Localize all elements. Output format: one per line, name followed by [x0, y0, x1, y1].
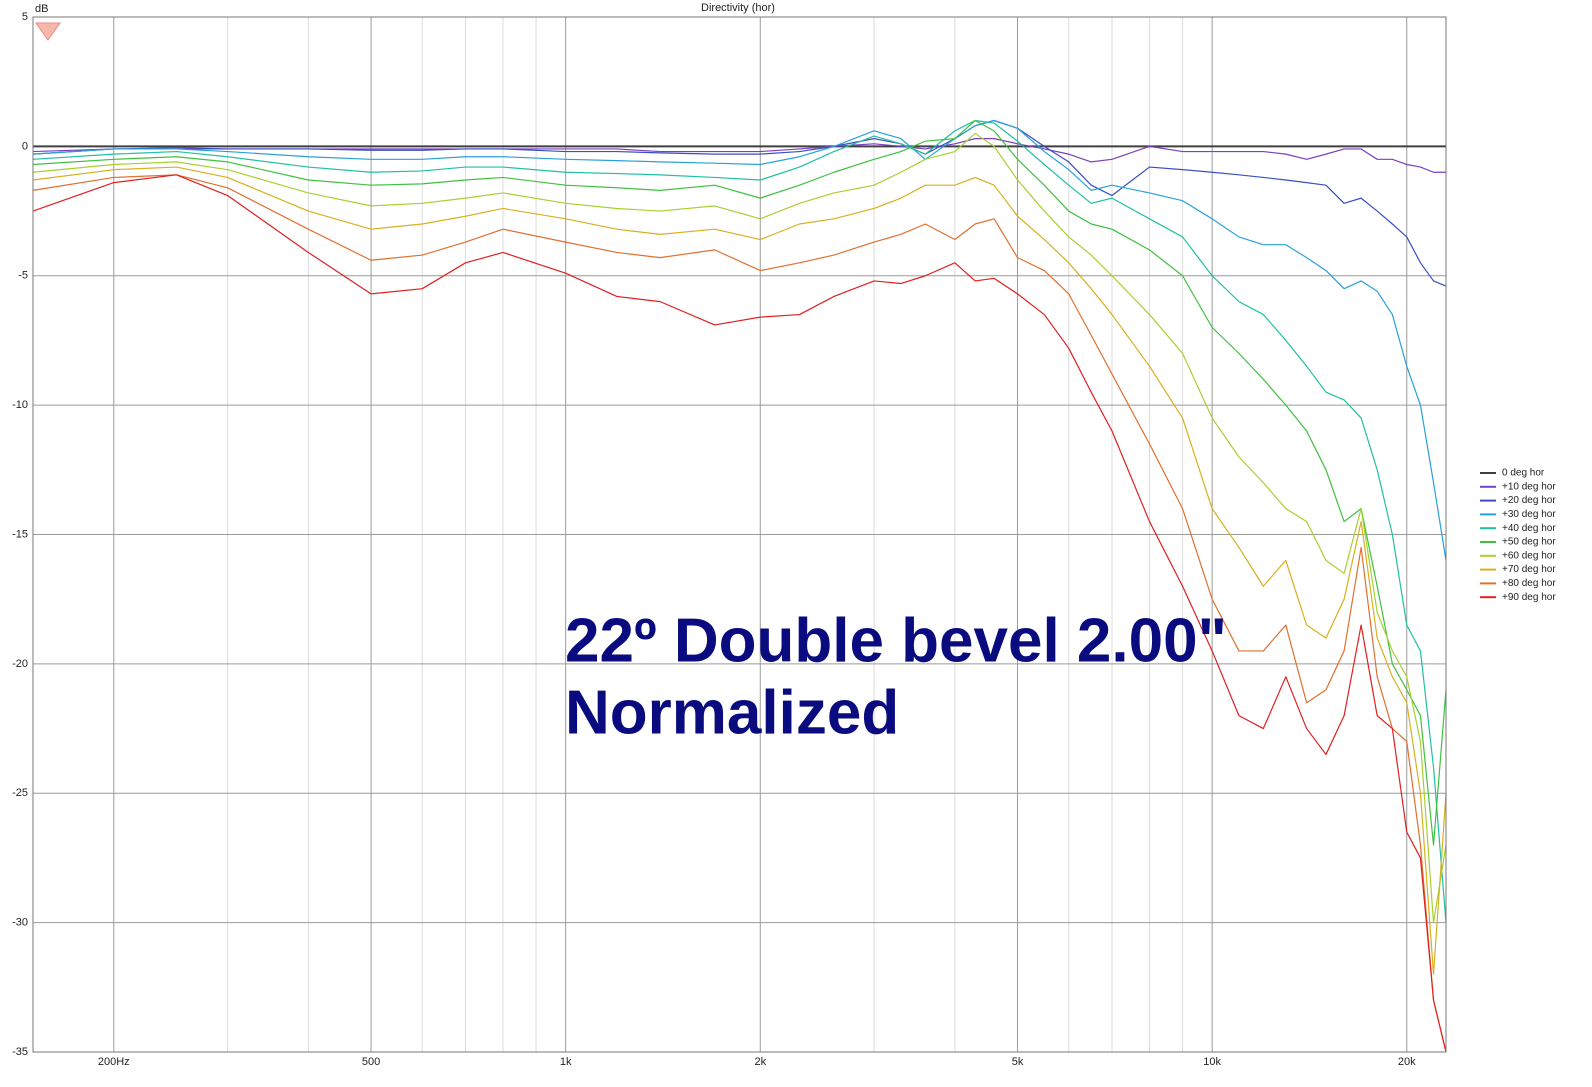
y-tick-label: -25 — [12, 787, 28, 799]
y-axis-label: dB — [35, 3, 48, 15]
series-line — [32, 119, 1447, 846]
y-tick-label: 5 — [22, 11, 28, 23]
legend-label: +10 deg hor — [1502, 481, 1556, 492]
annotation: 22º Double bevel 2.00" — [565, 606, 1227, 675]
legend-label: +80 deg hor — [1502, 578, 1556, 589]
grid — [33, 16, 1446, 1053]
plot-lines — [32, 119, 1447, 1053]
y-tick-label: -5 — [18, 270, 28, 282]
series-line — [32, 119, 1447, 923]
x-tick-label: 500 — [362, 1056, 380, 1068]
plot-frame — [32, 16, 1447, 1053]
legend-label: +70 deg hor — [1502, 564, 1556, 575]
x-tick-label: 5k — [1012, 1056, 1024, 1068]
legend-label: 0 deg hor — [1502, 468, 1545, 479]
y-tick-label: 0 — [22, 140, 28, 152]
legend-label: +60 deg hor — [1502, 550, 1556, 561]
y-tick-label: -15 — [12, 528, 28, 540]
x-tick-label: 2k — [754, 1056, 766, 1068]
x-tick-label: 10k — [1203, 1056, 1221, 1068]
annotation: Normalized — [565, 678, 899, 747]
x-tick-label: 20k — [1398, 1056, 1416, 1068]
legend: 0 deg hor +10 deg hor +20 deg hor +30 deg h… — [1480, 468, 1556, 603]
logo-shape — [35, 22, 61, 41]
legend-label: +30 deg hor — [1502, 509, 1556, 520]
chart-title: Directivity (hor) — [701, 2, 775, 14]
series-line — [32, 119, 1447, 561]
series-line — [32, 174, 1447, 1053]
legend-label: +90 deg hor — [1502, 592, 1556, 603]
y-tick-label: -10 — [12, 399, 28, 411]
y-tick-label: -20 — [12, 658, 28, 670]
x-tick-label: 1k — [560, 1056, 572, 1068]
x-tick-label: 200Hz — [98, 1056, 130, 1068]
legend-label: +20 deg hor — [1502, 495, 1556, 506]
legend-label: +50 deg hor — [1502, 537, 1556, 548]
series-line — [32, 132, 1447, 924]
y-tick-label: -30 — [12, 917, 28, 929]
logo — [35, 22, 61, 41]
y-tick-label: -35 — [12, 1046, 28, 1058]
series-line — [32, 174, 1447, 1053]
legend-label: +40 deg hor — [1502, 523, 1556, 534]
series-line — [32, 166, 1447, 975]
